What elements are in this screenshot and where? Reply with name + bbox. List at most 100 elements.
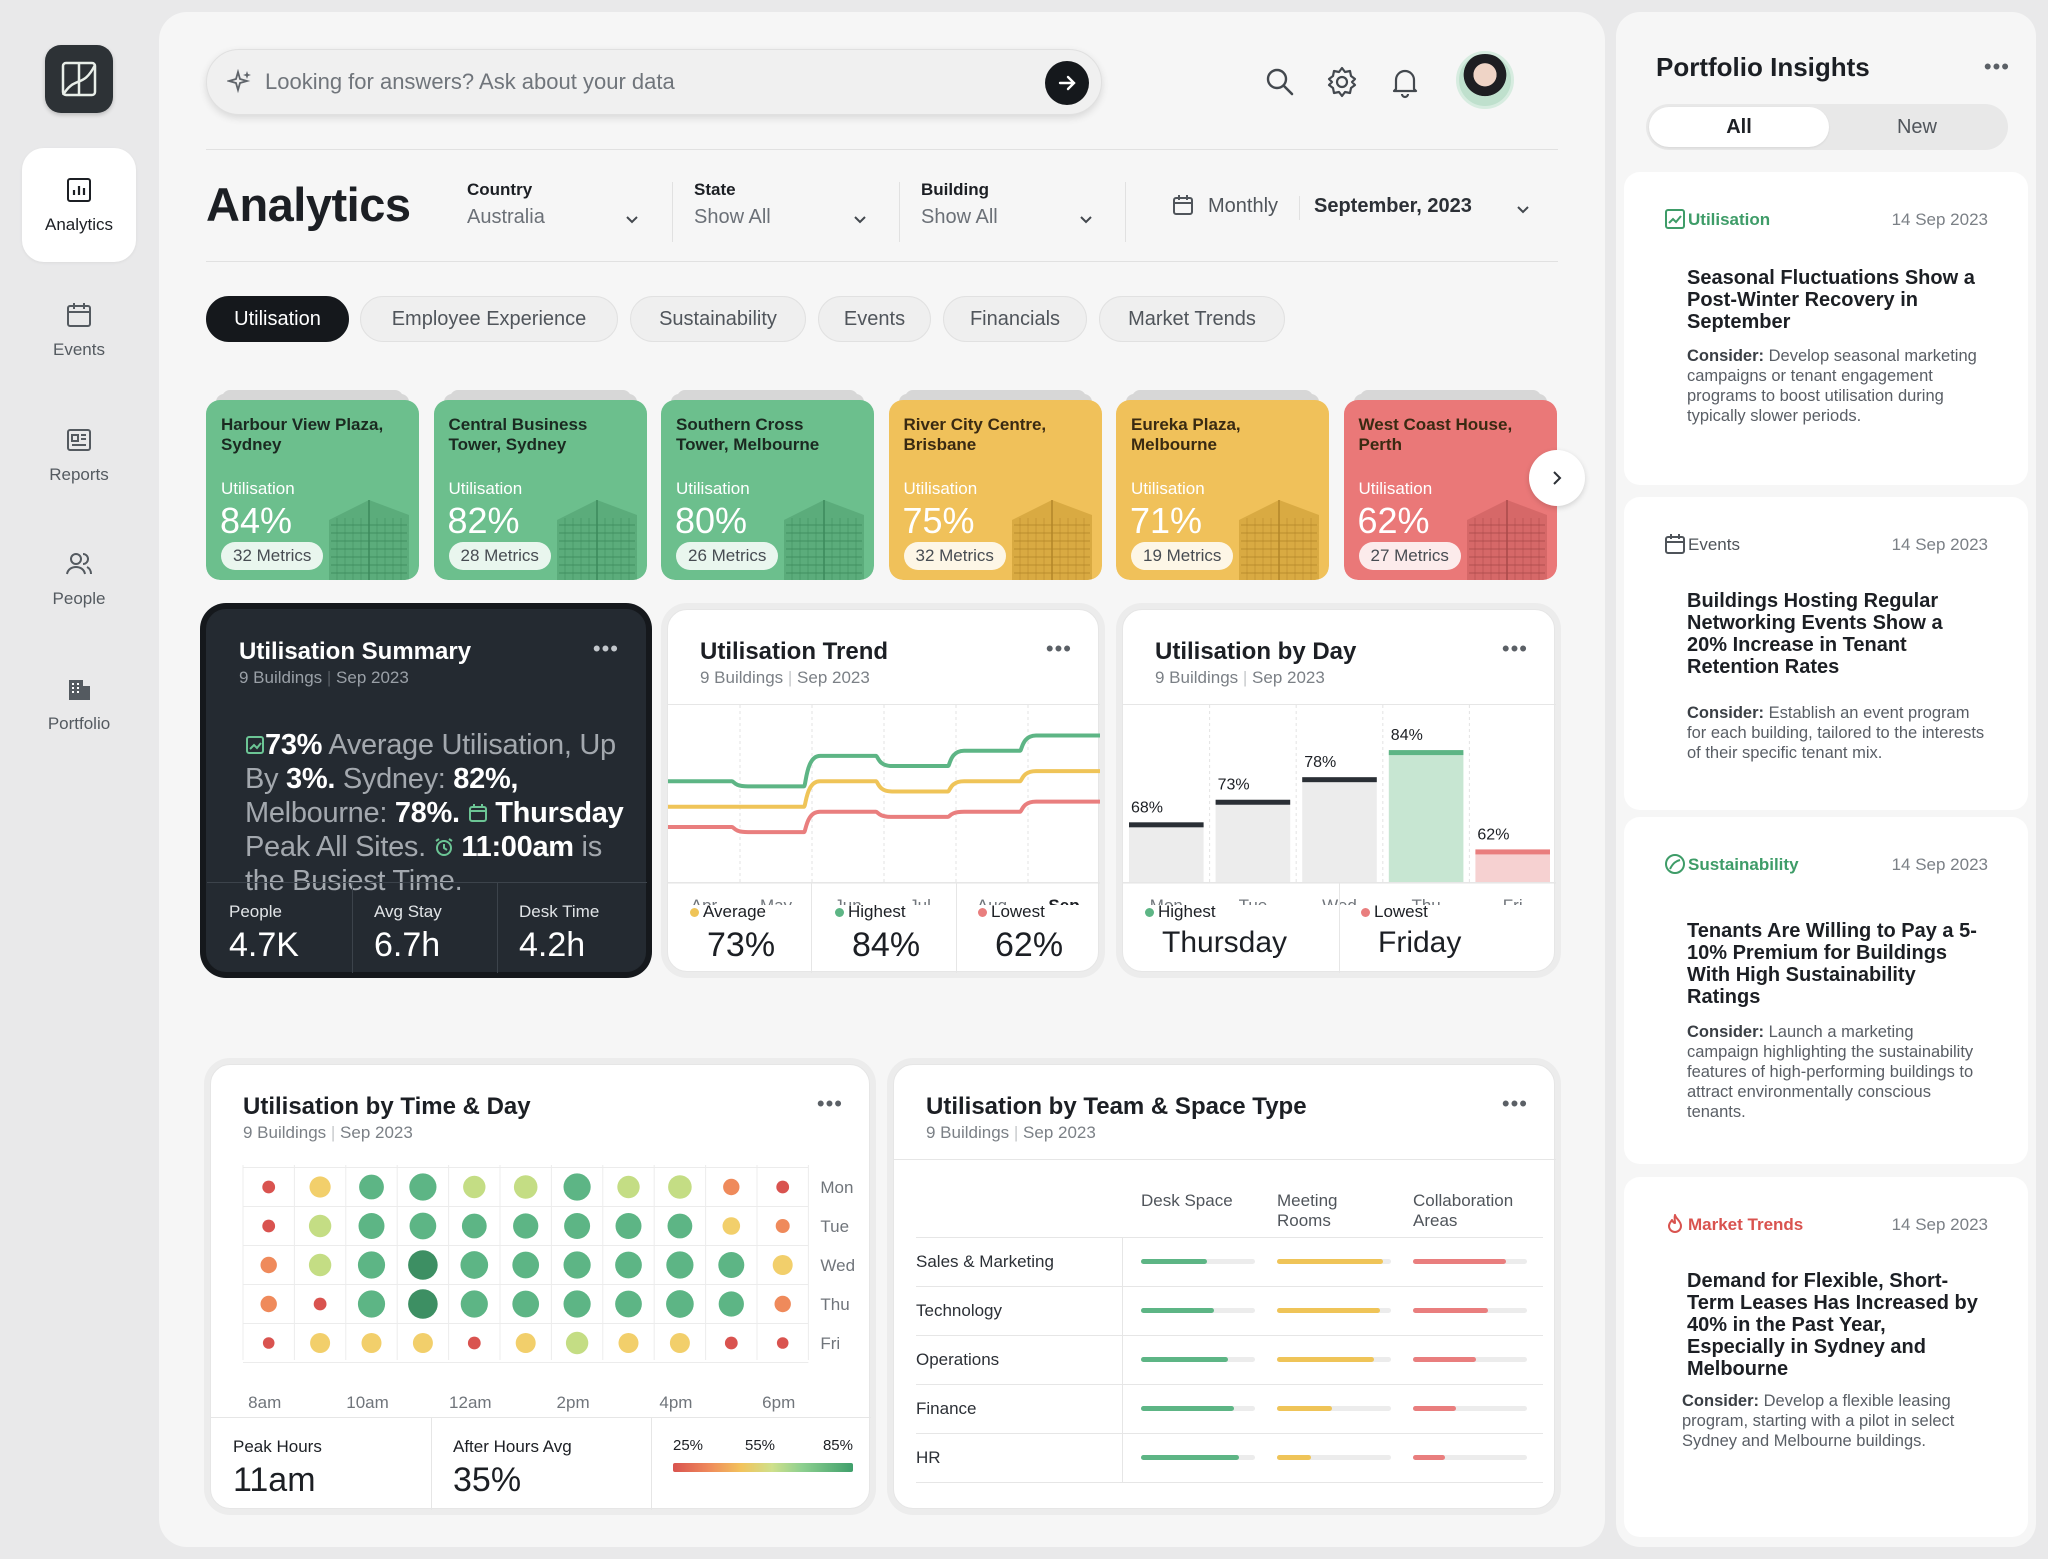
utilisation-bar-track (1413, 1308, 1527, 1313)
nav-item-portfolio[interactable]: Portfolio (22, 647, 136, 761)
building-name: River City Centre, Brisbane (903, 415, 1047, 454)
column-header-meeting: Meeting Rooms (1277, 1191, 1338, 1230)
heatmap-cell (512, 1251, 540, 1279)
next-buildings-button[interactable] (1529, 450, 1585, 506)
column-header-collab: Collaboration Areas (1413, 1191, 1514, 1230)
metrics-badge[interactable]: 26 Metrics (676, 542, 779, 570)
heatmap-cell (357, 1251, 386, 1279)
insight-card[interactable]: Sustainability 14 Sep 2023 Tenants Are W… (1624, 817, 2028, 1164)
building-card[interactable]: West Coast House, Perth Utilisation 62% … (1343, 390, 1557, 580)
chevron-down-icon[interactable] (1079, 212, 1093, 226)
x-tick-label: Jul (909, 896, 931, 905)
sidebar-nav: Analytics Events Reports People Portfoli… (0, 0, 158, 1559)
nav-item-events[interactable]: Events (22, 273, 136, 387)
building-card[interactable]: Central Business Tower, Sydney Utilisati… (433, 390, 647, 580)
segment-new[interactable]: New (1896, 115, 1937, 138)
segment-all[interactable]: All (1649, 107, 1829, 147)
divider (206, 149, 1558, 150)
filter-state[interactable]: State Show All (694, 180, 771, 229)
heatmap-cell (461, 1213, 487, 1239)
building-illustration (1239, 500, 1319, 580)
stat-after-hours: After Hours Avg 35% (453, 1437, 572, 1499)
utilisation-by-team-card: Utilisation by Team & Space Type 9 Build… (893, 1064, 1556, 1509)
x-tick-label: 2pm (557, 1393, 590, 1412)
calendar-icon (1173, 195, 1193, 215)
heatmap-cell (262, 1337, 275, 1349)
chevron-down-icon[interactable] (625, 212, 639, 226)
day-bar (1215, 801, 1291, 883)
metrics-badge[interactable]: 19 Metrics (1131, 542, 1234, 570)
row-divider (916, 1335, 1543, 1336)
tab-sustainability[interactable]: Sustainability (630, 296, 806, 342)
more-options-button[interactable]: ••• (1501, 1091, 1528, 1116)
building-name: Central Business Tower, Sydney (448, 415, 588, 454)
metrics-badge[interactable]: 27 Metrics (1358, 542, 1461, 570)
team-label: HR (916, 1448, 941, 1467)
heatmap-cell (310, 1333, 331, 1353)
building-card[interactable]: Southern Cross Tower, Melbourne Utilisat… (661, 390, 874, 580)
gear-icon[interactable] (1324, 64, 1360, 100)
utilisation-bar-fill (1141, 1455, 1240, 1460)
building-illustration (556, 500, 637, 580)
heatmap-cell (564, 1213, 591, 1239)
divider (1125, 182, 1126, 242)
building-utilisation: 84% (220, 500, 293, 541)
more-options-button[interactable]: ••• (816, 1091, 843, 1116)
utilisation-bar-track (1141, 1308, 1255, 1313)
nav-item-analytics[interactable]: Analytics (22, 148, 136, 262)
day-bar (1388, 752, 1464, 883)
nav-item-people[interactable]: People (22, 522, 136, 636)
insight-card[interactable]: Events 14 Sep 2023 Buildings Hosting Reg… (1624, 497, 2028, 810)
app-logo[interactable] (45, 45, 113, 113)
submit-question-button[interactable] (1045, 61, 1089, 105)
more-options-button[interactable]: ••• (1501, 636, 1528, 661)
insight-card[interactable]: Market Trends 14 Sep 2023 Demand for Fle… (1624, 1177, 2028, 1537)
nav-item-reports[interactable]: Reports (22, 398, 136, 512)
more-options-button[interactable]: ••• (592, 636, 619, 661)
tab-financials[interactable]: Financials (943, 296, 1087, 342)
search-icon[interactable] (1262, 64, 1298, 100)
building-card[interactable]: River City Centre, Brisbane Utilisation … (888, 390, 1102, 580)
more-options-button[interactable]: ••• (1045, 636, 1072, 661)
insight-headline: Seasonal Fluctuations Show a Post-Winter… (1687, 267, 1975, 333)
tab-events[interactable]: Events (818, 296, 931, 342)
filter-value: Show All (694, 206, 771, 228)
ask-data-search[interactable]: Looking for answers? Ask about your data (206, 49, 1102, 115)
card-subtitle: 9 Buildings | Sep 2023 (1155, 668, 1325, 687)
heatmap-cell (412, 1333, 433, 1353)
chevron-down-icon[interactable] (853, 212, 867, 226)
row-divider (916, 1237, 1543, 1238)
metrics-badge[interactable]: 32 Metrics (903, 542, 1006, 570)
utilisation-bar-fill (1277, 1455, 1312, 1460)
period-value[interactable]: September, 2023 (1314, 195, 1472, 217)
utilisation-bar-track (1413, 1455, 1527, 1460)
metrics-badge[interactable]: 32 Metrics (221, 542, 324, 570)
tab-utilisation[interactable]: Utilisation (206, 296, 349, 342)
filter-country[interactable]: Country Australia (467, 180, 545, 229)
heatmap-cell (409, 1212, 437, 1240)
insight-card[interactable]: Utilisation 14 Sep 2023 Seasonal Fluctua… (1624, 172, 2028, 485)
period-granularity[interactable]: Monthly (1208, 195, 1279, 217)
heatmap-cell (776, 1180, 790, 1194)
building-card[interactable]: Eureka Plaza, Melbourne Utilisation 71% … (1116, 390, 1329, 580)
building-card[interactable]: Harbour View Plaza, Sydney Utilisation 8… (206, 390, 419, 580)
building-name: West Coast House, Perth (1358, 415, 1513, 454)
portfolio-insights-panel: Portfolio Insights ••• All New Utilisati… (1616, 12, 2036, 1547)
nav-item-label: Events (53, 340, 105, 359)
heatmap-cell (666, 1290, 694, 1318)
heatmap-cell (515, 1333, 536, 1353)
user-avatar[interactable] (1456, 51, 1514, 109)
filter-building[interactable]: Building Show All (921, 180, 998, 229)
card-title: Utilisation by Team & Space Type (926, 1093, 1307, 1120)
insight-category: Market Trends (1688, 1215, 1804, 1234)
tab-market-trends[interactable]: Market Trends (1099, 296, 1285, 342)
chevron-down-icon[interactable] (1516, 202, 1530, 216)
tab-employee-experience[interactable]: Employee Experience (360, 296, 618, 342)
bell-icon[interactable] (1387, 64, 1423, 100)
heatmap-cell (308, 1253, 332, 1277)
card-title: Utilisation Summary (239, 638, 472, 665)
heatmap-cell (409, 1173, 437, 1201)
metrics-badge[interactable]: 28 Metrics (448, 542, 551, 570)
utilisation-bar-track (1277, 1406, 1391, 1411)
more-options-button[interactable]: ••• (1983, 54, 2010, 79)
